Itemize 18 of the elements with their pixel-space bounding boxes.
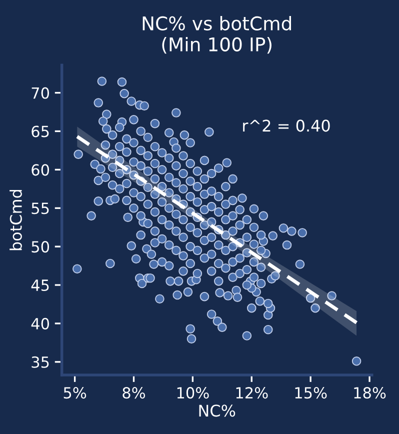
- x-tick-label: 8%: [122, 387, 146, 399]
- x-tick-label: 5%: [64, 387, 86, 399]
- y-tick-label: 55: [32, 202, 49, 214]
- y-tick-label: 65: [32, 126, 49, 138]
- y-tick-label: 70: [32, 87, 50, 99]
- y-tick-label: 45: [31, 280, 49, 292]
- x-tick-label: 10%: [177, 387, 209, 399]
- x-axis-title: NC%: [199, 404, 236, 417]
- x-tick-label: 15%: [295, 387, 327, 399]
- y-axis-title: botCmd: [10, 190, 22, 250]
- y-tick-label: 40: [31, 318, 50, 330]
- y-tick-label: 50: [32, 241, 50, 253]
- y-tick-label: 60: [32, 164, 50, 176]
- y-tick-label: 35: [32, 356, 49, 368]
- annotation: r^2 = 0.40: [243, 120, 330, 132]
- x-tick-label: 18%: [354, 387, 386, 399]
- x-tick-label: 12%: [236, 387, 268, 399]
- chart-title: NC% vs botCmd (Min 100 IP): [142, 16, 292, 54]
